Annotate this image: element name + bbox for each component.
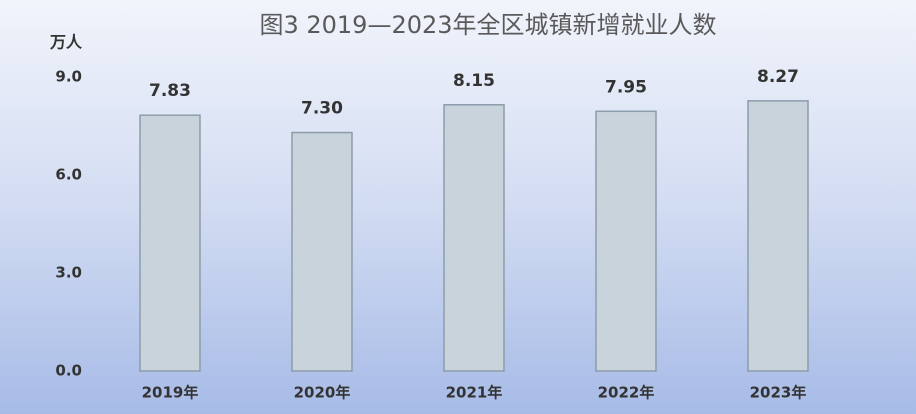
bar: [139, 114, 201, 372]
y-tick-label: 6.0: [55, 166, 82, 184]
value-label: 7.30: [301, 99, 343, 119]
x-tick-label: 2021年: [446, 384, 503, 402]
value-label: 8.27: [757, 67, 799, 87]
bar: [291, 131, 353, 372]
bar: [595, 110, 657, 372]
x-tick-label: 2023年: [750, 384, 807, 402]
bar: [747, 100, 809, 372]
y-unit: 万人: [49, 33, 83, 52]
y-tick-label: 3.0: [55, 264, 82, 282]
x-tick-label: 2020年: [294, 384, 351, 402]
chart-title: 图3 2019—2023年全区城镇新增就业人数: [259, 11, 716, 39]
value-label: 8.15: [453, 71, 495, 91]
x-tick-label: 2019年: [142, 384, 199, 402]
y-tick-label: 9.0: [55, 68, 82, 86]
bar: [443, 104, 505, 372]
value-label: 7.83: [149, 81, 191, 101]
x-tick-label: 2022年: [598, 384, 655, 402]
value-label: 7.95: [605, 77, 647, 97]
y-tick-label: 0.0: [55, 362, 82, 380]
